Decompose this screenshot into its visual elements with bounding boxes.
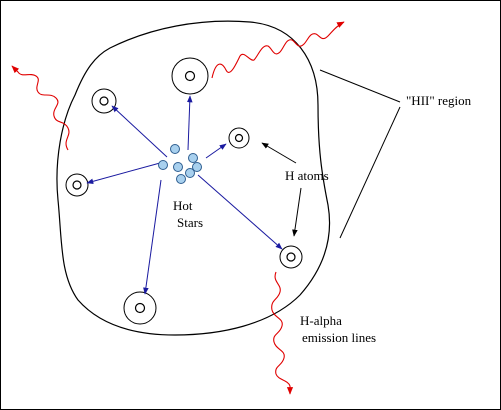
- h-atom-upper-left: [91, 88, 117, 114]
- h-atoms-pointer-upper: [261, 142, 297, 164]
- h-atom-right: [228, 127, 250, 149]
- radiation-arrow-right: [205, 143, 227, 159]
- h-atoms-label: H atoms: [285, 168, 329, 183]
- radiation-arrow-top: [186, 95, 193, 151]
- hot-star: [192, 162, 202, 172]
- hot-star: [176, 174, 186, 184]
- h-atoms-pointer-lower: [292, 187, 302, 237]
- hot-star: [173, 162, 183, 172]
- emission-lines-label: emission lines: [302, 330, 376, 345]
- h-alpha-label: H-alpha: [300, 313, 342, 328]
- hot-star-cluster: [158, 144, 202, 184]
- h-atom-bottom: [123, 291, 157, 325]
- radiation-arrow-upper-left: [111, 105, 168, 158]
- hii-region-label: "HII" region: [406, 93, 472, 108]
- emission-wave-left: [11, 65, 70, 151]
- emission-wave-top-right: [211, 21, 345, 79]
- radiation-arrow-left: [86, 162, 161, 185]
- h-atom-top: [171, 57, 209, 95]
- stars-label: Stars: [177, 215, 203, 230]
- radiation-arrow-lower-right: [197, 174, 283, 250]
- hii-bracket-lower: [339, 106, 401, 239]
- hii-bracket-upper: [319, 69, 401, 103]
- hot-star: [185, 168, 195, 178]
- emission-wave-bottom: [271, 271, 294, 395]
- hot-star: [170, 144, 180, 154]
- h-atom-lower-right: [279, 245, 303, 269]
- radiation-arrow-bottom: [143, 179, 162, 295]
- hot-label: Hot: [173, 198, 193, 213]
- hot-star: [188, 153, 198, 163]
- hot-star: [158, 160, 168, 170]
- h-atom-left: [65, 173, 89, 197]
